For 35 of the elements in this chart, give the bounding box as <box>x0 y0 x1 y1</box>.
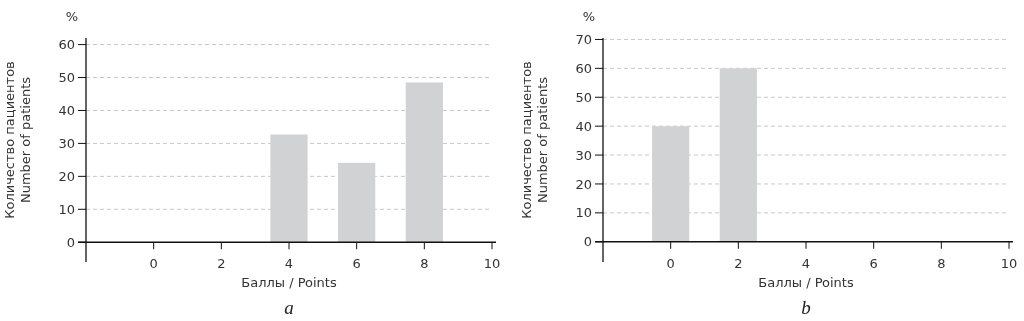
y-tick-label: 10 <box>58 201 75 217</box>
x-tick-label: 6 <box>869 255 878 271</box>
x-tick-label: 2 <box>217 256 226 272</box>
x-axis-title: Баллы / Points <box>758 274 854 290</box>
y-axis-title: Количество пациентов Number of patients <box>519 61 550 219</box>
y-tick-label: 0 <box>583 234 592 250</box>
x-tick-label: 8 <box>420 256 429 272</box>
x-axis-title: Баллы / Points <box>241 275 337 291</box>
x-tick-label: 0 <box>149 256 158 272</box>
y-tick-label: 60 <box>575 60 592 76</box>
text: b <box>801 296 811 318</box>
y-tick-label: 20 <box>575 176 592 192</box>
x-tick-label: 4 <box>284 256 294 272</box>
x-tick-label: 0 <box>666 255 675 271</box>
y-tick-label: 60 <box>58 37 75 53</box>
y-tick-label: 40 <box>58 103 75 119</box>
y-tick-label: 30 <box>58 135 75 151</box>
text: % <box>65 9 79 24</box>
y-tick-label: 10 <box>575 205 592 221</box>
y-tick-label: 50 <box>575 89 592 105</box>
y-tick-label: 30 <box>575 147 592 163</box>
text: % <box>582 9 596 24</box>
x-tick-label: 10 <box>483 256 501 272</box>
y-axis-title: Количество пациентов Number of patients <box>2 61 33 219</box>
y-tick-label: 0 <box>66 234 75 250</box>
x-tick-label: 8 <box>937 255 946 271</box>
x-tick-label: 6 <box>352 256 361 272</box>
y-tick-label: 70 <box>575 32 592 47</box>
x-tick-label: 10 <box>1000 255 1018 271</box>
y-tick-label: 20 <box>58 168 75 184</box>
y-tick-label: 40 <box>575 118 592 134</box>
y-tick-label: 50 <box>58 70 75 86</box>
x-tick-label: 2 <box>734 255 743 271</box>
x-tick-label: 4 <box>801 255 811 271</box>
text: a <box>284 297 294 319</box>
